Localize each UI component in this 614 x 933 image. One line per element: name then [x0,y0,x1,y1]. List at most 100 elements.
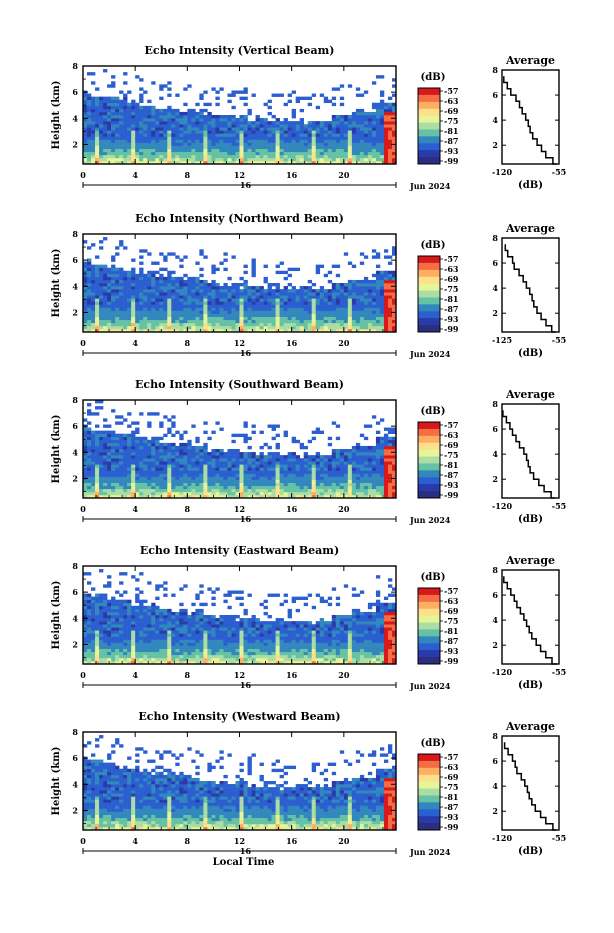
heatmap-cell [203,489,207,492]
heatmap-cell [352,492,356,495]
heatmap-cell [235,452,239,455]
heatmap-cell [376,274,380,277]
heatmap-cell [171,295,175,298]
heatmap-cell [131,136,135,139]
heatmap-cell [328,314,332,317]
heatmap-cell [324,314,328,317]
heatmap-cell [111,127,115,130]
heatmap-cell [308,286,312,289]
heatmap-cell [187,283,191,286]
heatmap-cell [215,486,219,489]
heatmap-cell [336,158,340,161]
heatmap-cell [296,143,300,146]
heatmap-cell [244,283,248,286]
heatmap-cell [235,289,239,292]
heatmap-cell [284,158,288,161]
heatmap-cell [123,464,127,467]
heatmap-cell [175,143,179,146]
heatmap-cell [87,289,91,292]
heatmap-cell [199,452,203,455]
heatmap-cell [111,308,115,311]
heatmap-cell [203,136,207,139]
heatmap-cell [187,121,191,124]
heatmap-cell [147,492,151,495]
heatmap-cell [107,652,111,655]
heatmap-cell [87,609,91,612]
heatmap-cell [99,97,103,100]
heatmap-cell [304,311,308,314]
heatmap-cell [380,140,384,143]
heatmap-cell [183,443,187,446]
heatmap-cell [256,127,260,130]
heatmap-cell [119,283,123,286]
heatmap-cell [175,308,179,311]
heatmap-cell [119,136,123,139]
heatmap-cell [139,130,143,133]
heatmap-cell [95,612,99,615]
heatmap-cell [264,304,268,307]
heatmap-cell [163,286,167,289]
heatmap-cell [139,100,143,103]
heatmap-cell [240,152,244,155]
heatmap-cell [207,143,211,146]
heatmap-cell [360,480,364,483]
heatmap-cell [235,464,239,467]
heatmap-cell [240,146,244,149]
heatmap-cell [103,127,107,130]
heatmap-cell [91,308,95,311]
heatmap-cell [260,477,264,480]
heatmap-cell [215,289,219,292]
heatmap-cell [312,146,316,149]
heatmap-cell [99,127,103,130]
heatmap-cell [324,155,328,158]
heatmap-cell [211,314,215,317]
heatmap-cell [151,446,155,449]
heatmap-cell [127,425,131,428]
heatmap-cell [344,152,348,155]
heatmap-cell [244,289,248,292]
heatmap-cell [87,581,91,584]
heatmap-cell [316,320,320,323]
heatmap-cell [272,455,276,458]
heatmap-cell [183,140,187,143]
heatmap-cell [264,480,268,483]
heatmap-cell [260,326,264,329]
heatmap-cell [276,311,280,314]
heatmap-cell [388,289,392,292]
heatmap-cell [368,286,372,289]
heatmap-cell [336,437,340,440]
colorbar-label: -57 [444,254,458,264]
heatmap-cell [231,121,235,124]
heatmap-cell [139,455,143,458]
heatmap-cell [344,470,348,473]
heatmap-cell [111,486,115,489]
heatmap-cell [284,483,288,486]
heatmap-cell [91,624,95,627]
y-axis-label: Height (km) [51,415,62,484]
heatmap-cell [235,480,239,483]
heatmap-cell [115,115,119,118]
heatmap-cell [87,308,91,311]
heatmap-cell [244,152,248,155]
y-tick-label: 4 [72,113,78,123]
heatmap-cell [244,421,248,424]
heatmap-cell [324,474,328,477]
heatmap-cell [119,280,123,283]
heatmap-cell [87,440,91,443]
heatmap-cell [143,158,147,161]
heatmap-cell [240,140,244,143]
heatmap-cell [215,492,219,495]
heatmap-cell [107,292,111,295]
heatmap-cell [344,323,348,326]
heatmap-cell [203,283,207,286]
heatmap-cell [115,109,119,112]
heatmap-cell [163,146,167,149]
heatmap-cell [147,109,151,112]
heatmap-cell [199,320,203,323]
heatmap-cell [127,292,131,295]
heatmap-cell [115,624,119,627]
heatmap-cell [171,149,175,152]
heatmap-cell [103,467,107,470]
heatmap-cell [211,149,215,152]
heatmap-cell [87,268,91,271]
